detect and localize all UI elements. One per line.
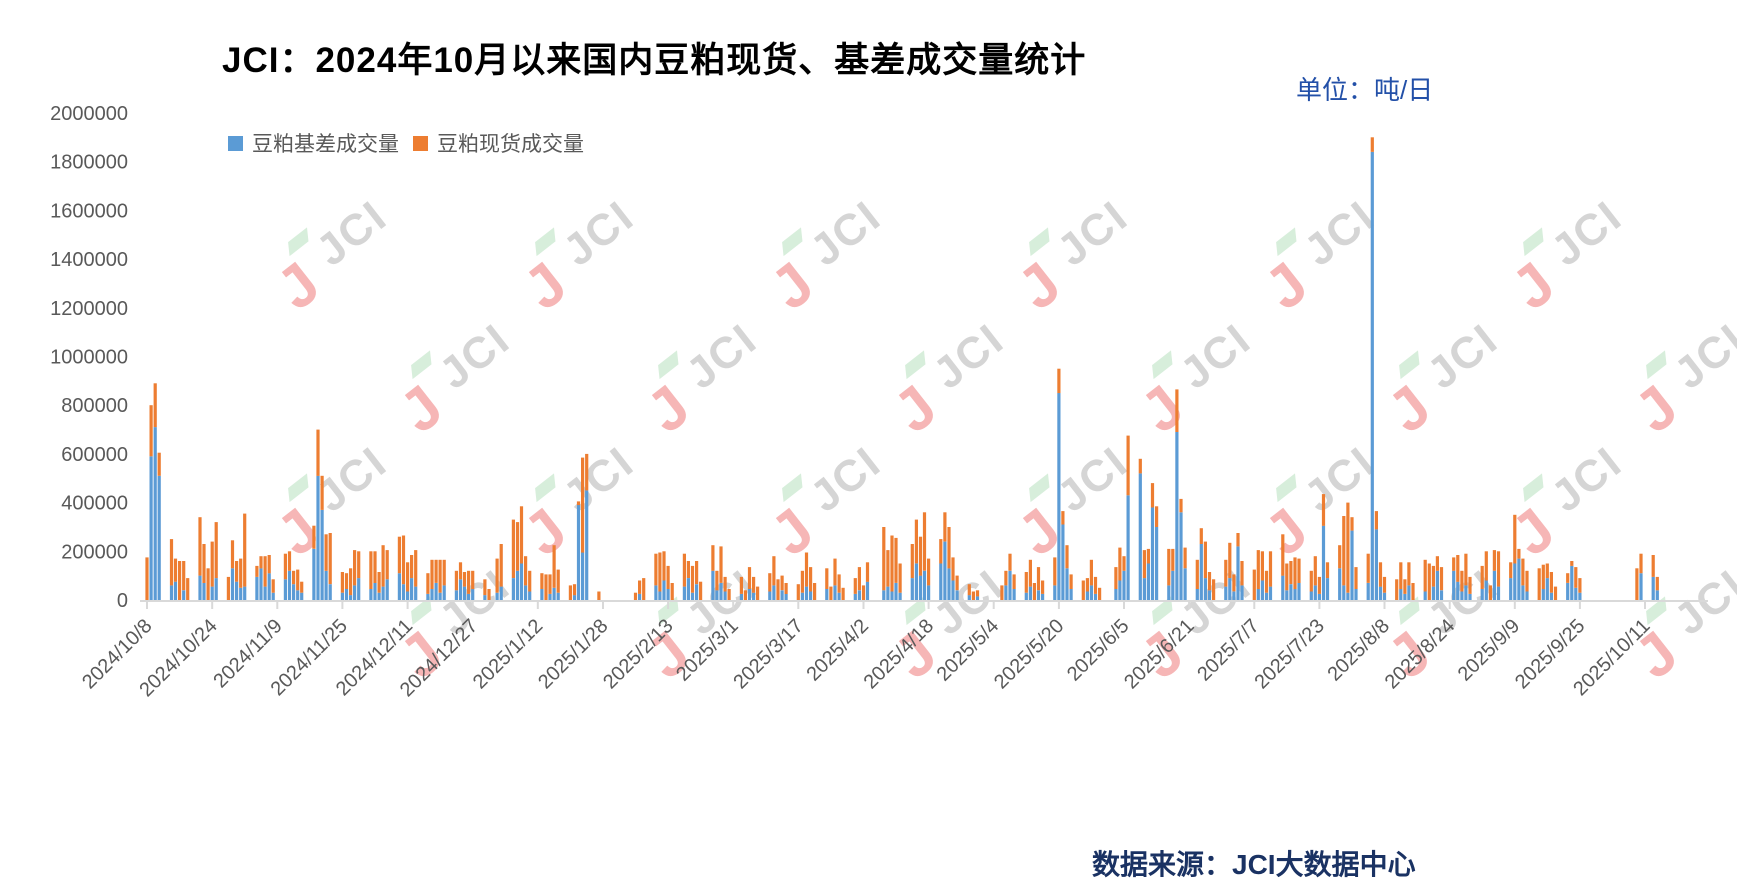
basis-series-label: 豆粕基差成交量 — [252, 133, 399, 156]
svg-text:1200000: 1200000 — [50, 298, 128, 320]
svg-text:2025/8/24: 2025/8/24 — [1381, 615, 1459, 693]
basis-series-swatch — [228, 135, 243, 151]
svg-text:600000: 600000 — [61, 444, 128, 466]
svg-text:2025/3/17: 2025/3/17 — [729, 615, 807, 693]
svg-text:2025/1/12: 2025/1/12 — [469, 615, 547, 693]
unit-label: 单位：吨/日 — [1296, 75, 1434, 105]
chart-title: JCI：2024年10月以来国内豆粕现货、基差成交量统计 — [222, 41, 1087, 80]
svg-text:1600000: 1600000 — [50, 200, 128, 222]
legend-item-spot: 豆粕现货成交量 — [413, 128, 584, 158]
legend-item-basis: 豆粕基差成交量 — [228, 128, 399, 158]
spot-series-label: 豆粕现货成交量 — [437, 133, 584, 156]
svg-text:2025/2/13: 2025/2/13 — [599, 615, 677, 693]
svg-text:800000: 800000 — [61, 395, 128, 417]
svg-text:1400000: 1400000 — [50, 249, 128, 271]
svg-text:2025/7/23: 2025/7/23 — [1250, 615, 1328, 693]
svg-text:2025/5/20: 2025/5/20 — [990, 615, 1068, 693]
svg-text:1800000: 1800000 — [50, 152, 128, 174]
svg-text:200000: 200000 — [61, 541, 128, 563]
spot-series-swatch — [413, 135, 428, 151]
svg-text:2000000: 2000000 — [50, 103, 128, 125]
svg-text:2025/6/21: 2025/6/21 — [1120, 615, 1198, 693]
svg-text:2025/1/28: 2025/1/28 — [534, 615, 612, 693]
svg-text:2025/4/18: 2025/4/18 — [860, 615, 938, 693]
svg-text:400000: 400000 — [61, 493, 128, 515]
svg-text:1000000: 1000000 — [50, 347, 128, 369]
chart-legend: 豆粕基差成交量 豆粕现货成交量 — [228, 128, 584, 158]
svg-text:0: 0 — [117, 590, 128, 612]
data-source-label: 数据来源：JCI大数据中心 — [1092, 849, 1416, 880]
